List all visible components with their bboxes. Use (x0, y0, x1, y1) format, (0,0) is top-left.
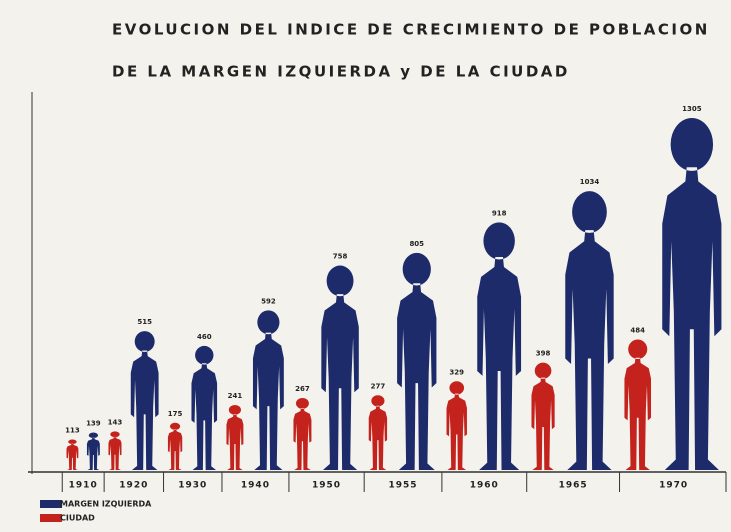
value-label: 758 (333, 253, 348, 261)
figure (130, 331, 159, 470)
x-tick-label: 1965 (559, 481, 588, 491)
figure (167, 422, 183, 470)
legend-label: MARGEN IZQUIERDA (60, 500, 152, 509)
value-label: 267 (295, 385, 310, 393)
legend-swatch (40, 500, 62, 508)
figure (565, 191, 614, 470)
figure (86, 432, 100, 470)
value-label: 139 (86, 420, 101, 428)
figure (226, 404, 244, 470)
value-label: 398 (536, 350, 551, 358)
x-tick-label: 1960 (470, 481, 499, 491)
value-label: 175 (168, 410, 183, 418)
figure (321, 265, 359, 470)
figure (662, 117, 722, 471)
chart-title: EVOLUCION DEL INDICE DE CRECIMIENTO DE P… (112, 21, 710, 39)
x-tick-label: 1910 (69, 481, 98, 491)
x-tick-label: 1920 (119, 481, 148, 491)
figure (368, 395, 388, 470)
figure (624, 339, 652, 470)
x-tick-label: 1940 (241, 481, 270, 491)
figure (531, 362, 555, 470)
x-tick-label: 1955 (389, 481, 418, 491)
value-label: 805 (409, 240, 424, 248)
figure (191, 345, 218, 470)
figure (108, 431, 122, 470)
value-label: 241 (228, 392, 243, 400)
value-label: 329 (449, 368, 464, 376)
x-tick-label: 1950 (312, 481, 341, 491)
value-label: 143 (108, 418, 123, 426)
legend-swatch (40, 514, 62, 522)
figure (397, 252, 437, 470)
figure (477, 222, 522, 470)
legend-label: CIUDAD (60, 514, 95, 523)
value-label: 460 (197, 333, 212, 341)
value-label: 113 (65, 427, 80, 435)
figure (66, 439, 79, 470)
value-label: 918 (492, 209, 507, 217)
value-label: 1034 (580, 178, 600, 186)
x-tick-label: 1970 (659, 481, 688, 491)
figure (446, 381, 467, 470)
chart-subtitle: DE LA MARGEN IZQUIERDA y DE LA CIUDAD (112, 63, 570, 81)
value-label: 1305 (682, 105, 702, 113)
figure (252, 310, 284, 470)
x-tick-label: 1930 (178, 481, 207, 491)
value-label: 484 (630, 326, 645, 334)
value-label: 277 (371, 382, 386, 390)
figure (293, 397, 312, 470)
value-label: 515 (137, 318, 152, 326)
value-label: 592 (261, 297, 276, 305)
